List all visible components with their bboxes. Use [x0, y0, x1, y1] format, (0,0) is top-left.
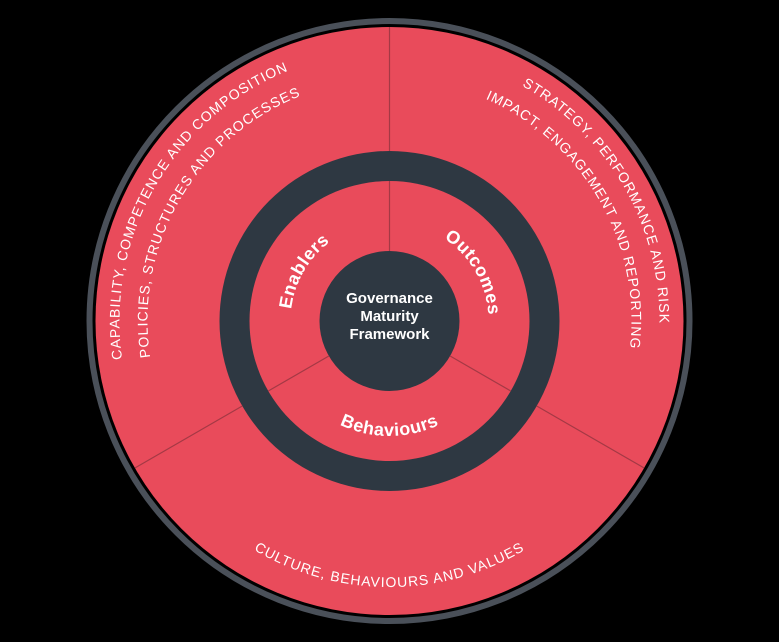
framework-diagram: GovernanceMaturityFrameworkEnablersOutco… — [0, 0, 779, 642]
